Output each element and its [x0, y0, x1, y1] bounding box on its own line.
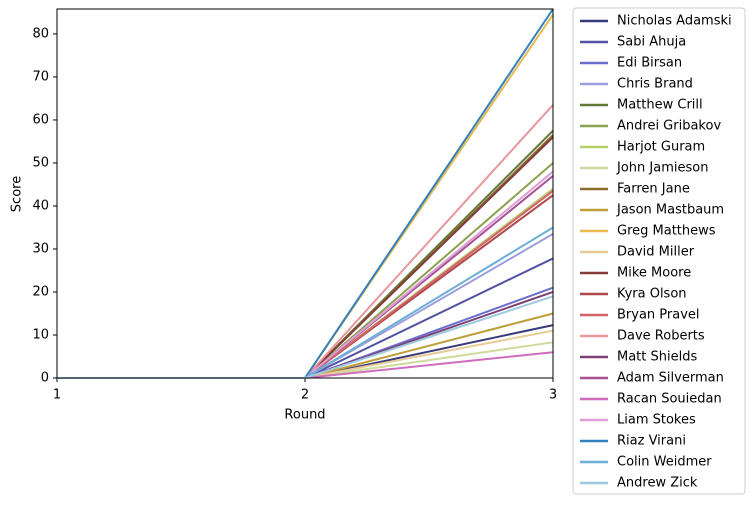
legend-label: Adam Silverman [617, 371, 724, 386]
legend-label: Harjot Guram [617, 140, 705, 155]
x-tick-label: 2 [301, 388, 309, 403]
y-tick-label: 70 [32, 69, 49, 84]
series-line [57, 8, 554, 379]
y-tick-label: 30 [32, 241, 49, 256]
x-tick-label: 3 [549, 388, 557, 403]
legend-label: Liam Stokes [617, 413, 696, 428]
legend-label: Andrei Gribakov [617, 119, 721, 134]
y-tick-label: 40 [32, 198, 49, 213]
legend-label: John Jamieson [616, 161, 708, 176]
series-line [57, 14, 554, 379]
plot-frame [56, 8, 554, 379]
x-tick-label: 1 [53, 388, 61, 403]
legend-label: Kyra Olson [617, 287, 687, 302]
legend-label: Chris Brand [617, 77, 693, 92]
series-line [57, 187, 554, 379]
legend-label: Bryan Pravel [617, 308, 700, 323]
legend-label: Matthew Crill [617, 98, 703, 113]
legend-label: Matt Shields [617, 350, 697, 365]
legend-label: Andrew Zick [617, 476, 698, 491]
y-tick-label: 10 [32, 327, 49, 342]
legend-label: Mike Moore [617, 266, 691, 281]
legend-label: David Miller [617, 245, 695, 260]
series-line [57, 291, 554, 379]
series-line [57, 295, 554, 379]
legend-box [572, 7, 746, 495]
legend-label: Jason Mastbaum [616, 203, 724, 218]
y-tick-label: 20 [32, 284, 49, 299]
y-tick-label: 60 [32, 112, 49, 127]
series-line [57, 233, 554, 379]
y-tick-label: 0 [41, 371, 49, 386]
y-axis-label: Score [10, 176, 25, 212]
y-tick-label: 50 [32, 155, 49, 170]
series-line [57, 351, 554, 379]
legend-label: Greg Matthews [617, 224, 716, 239]
legend-label: Farren Jane [617, 182, 690, 197]
series-line [57, 194, 554, 379]
x-axis-label: Round [284, 408, 325, 423]
series-line [57, 190, 554, 379]
series-line [57, 329, 554, 379]
legend-label: Nicholas Adamski [617, 14, 732, 29]
legend-label: Sabi Ahuja [617, 35, 686, 50]
legend-label: Edi Birsan [617, 56, 682, 71]
legend-label: Colin Weidmer [617, 455, 712, 470]
legend-label: Dave Roberts [617, 329, 705, 344]
legend-label: Racan Souiedan [617, 392, 722, 407]
series-line [57, 104, 554, 379]
y-tick-label: 80 [32, 26, 49, 41]
legend-label: Riaz Virani [617, 434, 686, 449]
series-line [57, 170, 554, 379]
